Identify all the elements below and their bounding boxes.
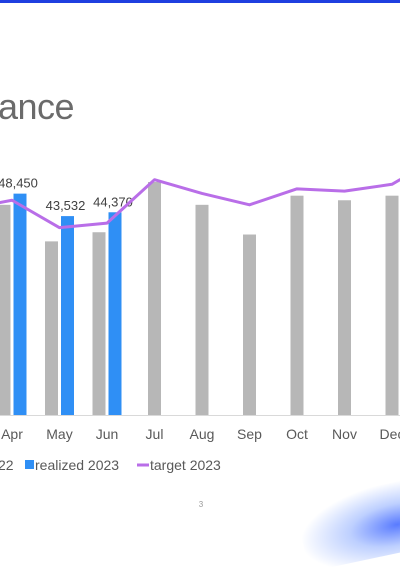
x-tick-oct: Oct — [286, 426, 308, 442]
legend-label-2023: realized 2023 — [35, 457, 119, 473]
slide-title: ance — [0, 86, 75, 127]
x-tick-jun: Jun — [96, 426, 119, 442]
legend-swatch-2023 — [25, 460, 34, 469]
bar-line-chart: 48,450 Apr 43,532 May 44,370 Jun Jul Aug Sep Oct N… — [0, 176, 400, 473]
x-tick-aug: Aug — [190, 426, 215, 442]
bar-2022-aug — [195, 204, 209, 415]
bar-2022-jun — [92, 232, 106, 415]
x-tick-apr: Apr — [1, 426, 23, 442]
x-tick-may: May — [46, 426, 72, 442]
data-label-jun: 44,370 — [93, 194, 133, 209]
x-tick-sep: Sep — [237, 426, 262, 442]
data-label-may: 43,532 — [46, 198, 86, 213]
top-accent-bar — [0, 0, 400, 3]
bar-2022-dec — [385, 195, 399, 415]
target-2023-line — [0, 178, 400, 230]
bar-2022-may — [45, 241, 58, 415]
legend-label-2022: 22 — [0, 457, 14, 473]
bar-2022-sep — [243, 234, 256, 415]
legend-label-target: target 2023 — [150, 457, 221, 473]
page-number: 3 — [198, 500, 204, 509]
x-tick-dec: Dec — [380, 426, 400, 442]
bar-2022-apr — [0, 204, 11, 415]
bar-2023-apr — [13, 193, 27, 415]
x-tick-nov: Nov — [332, 426, 357, 442]
data-label-apr: 48,450 — [0, 176, 38, 191]
bar-2022-oct — [290, 195, 304, 415]
bar-2023-may — [61, 216, 74, 415]
bar-2022-nov — [338, 200, 351, 415]
x-tick-jul: Jul — [146, 426, 164, 442]
bar-2022-jul — [148, 181, 161, 415]
bar-2023-jun — [108, 212, 122, 415]
